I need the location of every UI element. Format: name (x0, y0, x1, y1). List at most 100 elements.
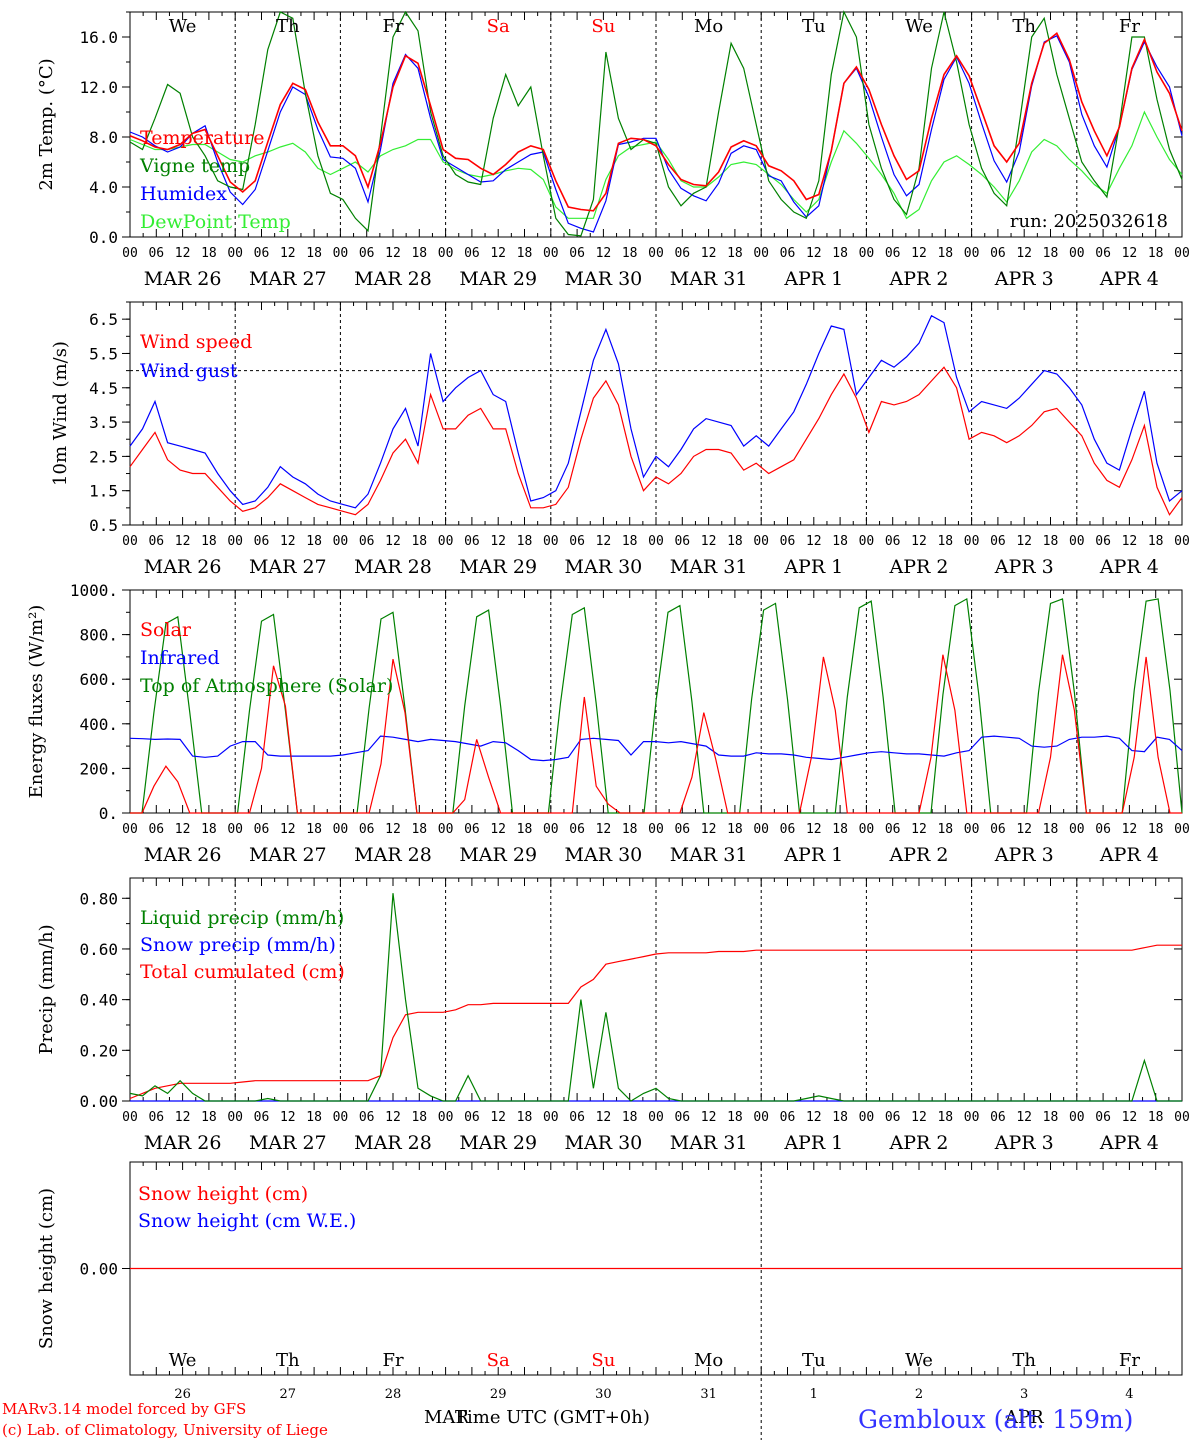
day-label: APR 4 (1099, 844, 1159, 866)
hour-tick-label: 06 (885, 1110, 901, 1125)
hour-tick-label: 06 (254, 822, 270, 837)
day-label: MAR 27 (249, 1132, 327, 1154)
hour-tick-label: 18 (832, 246, 848, 261)
hour-tick-label: 12 (175, 1110, 191, 1125)
y-tick-label: 12.0 (79, 78, 118, 97)
hour-tick-label: 00 (648, 246, 664, 261)
hour-tick-label: 00 (227, 822, 243, 837)
hour-tick-label: 06 (359, 246, 375, 261)
hour-tick-label: 00 (333, 246, 349, 261)
hour-tick-label: 12 (911, 246, 927, 261)
hour-tick-label: 00 (964, 534, 980, 549)
hour-tick-label: 12 (490, 1110, 506, 1125)
hour-tick-label: 00 (859, 822, 875, 837)
day-number: 1 (810, 1387, 818, 1402)
day-label: MAR 26 (144, 268, 222, 290)
hour-tick-label: 12 (175, 534, 191, 549)
legend-entry: Temperature (140, 127, 264, 149)
weekday-label: Tu (802, 1350, 826, 1371)
station-name: Gembloux (alt. 159m) (858, 1405, 1133, 1434)
hour-tick-label: 06 (464, 534, 480, 549)
day-label: MAR 27 (249, 844, 327, 866)
hour-tick-label: 18 (622, 1110, 638, 1125)
hour-tick-label: 06 (1095, 246, 1111, 261)
hour-tick-label: 06 (885, 822, 901, 837)
y-tick-label: 0.00 (79, 1092, 118, 1111)
hour-tick-label: 06 (780, 246, 796, 261)
hour-tick-label: 06 (674, 246, 690, 261)
hour-tick-label: 18 (411, 534, 427, 549)
hour-tick-label: 00 (648, 534, 664, 549)
hour-tick-label: 06 (464, 246, 480, 261)
day-label: MAR 29 (459, 268, 537, 290)
hour-tick-label: 18 (727, 822, 743, 837)
hour-tick-label: 18 (1043, 534, 1059, 549)
hour-tick-label: 06 (569, 534, 585, 549)
y-tick-label: 3.5 (89, 413, 118, 432)
day-label: APR 2 (889, 1132, 949, 1154)
hour-tick-label: 18 (411, 1110, 427, 1125)
day-label: APR 2 (889, 268, 949, 290)
weekday-label: Mo (694, 1350, 723, 1371)
hour-tick-label: 06 (464, 822, 480, 837)
chart-panels: 0.0 4.0 8.0 12.0 16.0 2m Temp. (°C) Temperatur… (26, 10, 1190, 1440)
credit-line-1: MARv3.14 model forced by GFS (2, 1400, 246, 1418)
hour-tick-label: 06 (359, 1110, 375, 1125)
hour-tick-label: 00 (753, 1110, 769, 1125)
hour-tick-label: 18 (622, 246, 638, 261)
hour-tick-label: 00 (122, 534, 138, 549)
hour-tick-label: 00 (543, 534, 559, 549)
hour-tick-label: 00 (333, 534, 349, 549)
hour-tick-label: 12 (175, 822, 191, 837)
y-axis-label: Energy fluxes (W/m²) (26, 605, 47, 799)
hour-tick-label: 00 (1174, 822, 1190, 837)
hour-tick-label: 12 (1016, 822, 1032, 837)
legend-entry: Snow height (cm W.E.) (138, 1210, 356, 1232)
weekday-label: We (905, 1350, 933, 1371)
hour-tick-label: 12 (596, 534, 612, 549)
day-label: MAR 28 (354, 844, 432, 866)
hour-tick-label: 06 (359, 822, 375, 837)
hour-tick-label: 18 (306, 822, 322, 837)
hour-tick-label: 06 (780, 1110, 796, 1125)
hour-tick-label: 12 (596, 1110, 612, 1125)
hour-tick-label: 00 (753, 534, 769, 549)
hour-tick-label: 18 (411, 822, 427, 837)
day-label: MAR 28 (354, 1132, 432, 1154)
hour-tick-label: 18 (306, 1110, 322, 1125)
series-line-infrared (129, 735, 1183, 762)
weekday-label: Th (1012, 16, 1036, 37)
hour-tick-label: 06 (1095, 534, 1111, 549)
hour-tick-label: 00 (438, 534, 454, 549)
hour-tick-label: 18 (306, 534, 322, 549)
day-number: 29 (490, 1387, 507, 1402)
hour-tick-label: 06 (990, 1110, 1006, 1125)
y-tick-label: 1.5 (89, 482, 118, 501)
y-tick-label: 16.0 (79, 28, 118, 47)
day-label: MAR 27 (249, 556, 327, 578)
day-label: MAR 28 (354, 556, 432, 578)
hour-tick-label: 00 (964, 1110, 980, 1125)
hour-tick-label: 12 (280, 822, 296, 837)
hour-tick-label: 12 (806, 246, 822, 261)
hour-tick-label: 06 (569, 246, 585, 261)
hour-tick-label: 12 (1122, 534, 1138, 549)
hour-tick-label: 12 (701, 1110, 717, 1125)
hour-tick-label: 00 (122, 822, 138, 837)
hour-tick-label: 00 (227, 246, 243, 261)
series-line-total-cumulated-cm- (129, 944, 1182, 1100)
weekday-label: Fr (382, 16, 403, 37)
hour-tick-label: 06 (569, 1110, 585, 1125)
hour-tick-label: 06 (674, 822, 690, 837)
hour-tick-label: 12 (806, 822, 822, 837)
hour-tick-label: 18 (727, 246, 743, 261)
series-line-wind-speed (129, 366, 1183, 516)
hour-tick-label: 18 (201, 822, 217, 837)
hour-tick-label: 06 (254, 534, 270, 549)
hour-tick-label: 00 (438, 822, 454, 837)
day-label: APR 1 (783, 1132, 843, 1154)
hour-tick-label: 06 (1095, 822, 1111, 837)
day-label: MAR 26 (144, 1132, 222, 1154)
y-tick-label: 0.80 (79, 889, 118, 908)
day-label: APR 3 (994, 844, 1054, 866)
